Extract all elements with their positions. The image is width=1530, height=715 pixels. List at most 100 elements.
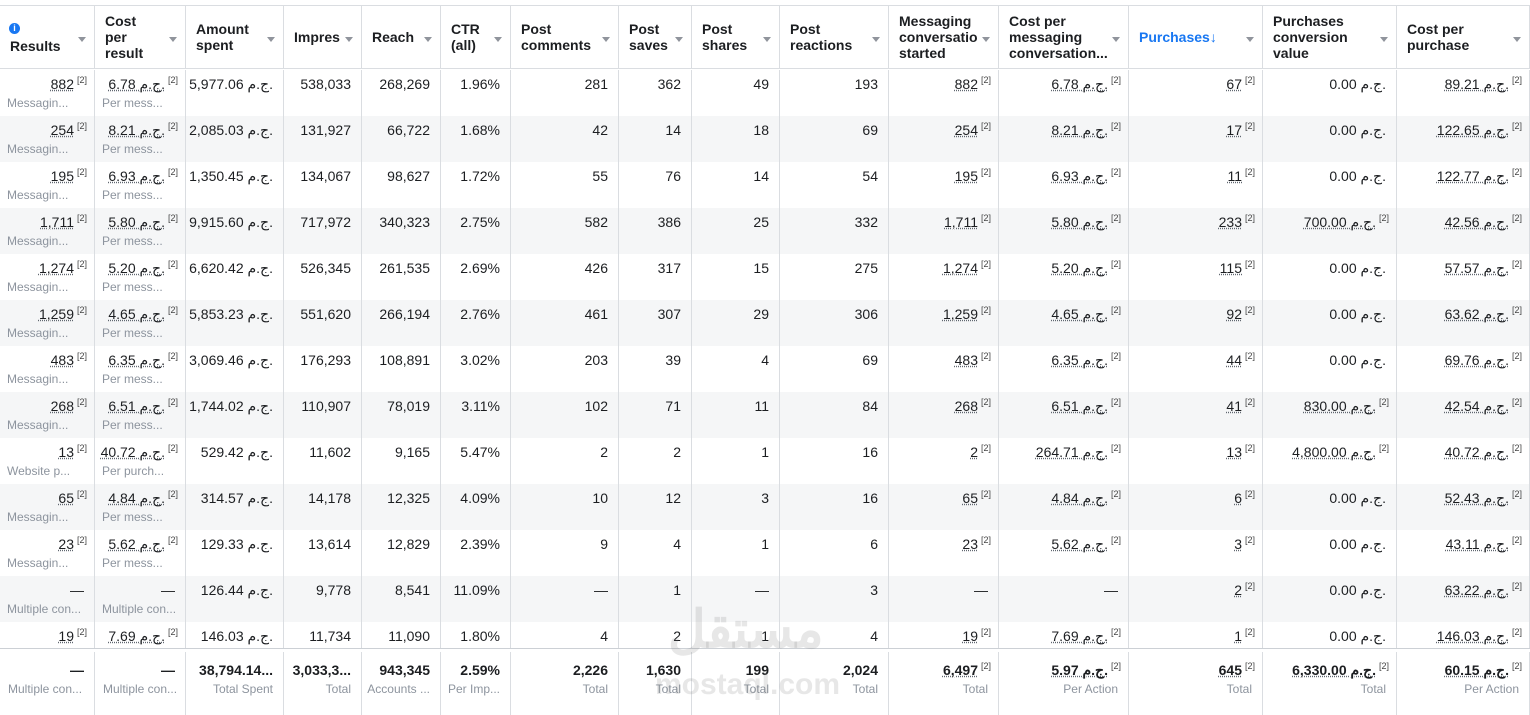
sort-caret[interactable]	[1112, 37, 1120, 42]
sort-caret[interactable]	[424, 37, 432, 42]
cell-value: 146.03 ج.م.	[1436, 628, 1509, 644]
sort-caret[interactable]	[982, 37, 990, 42]
table-cell: 39	[619, 346, 692, 392]
cell-value: 551,620	[300, 306, 351, 322]
table-cell: 193	[780, 70, 889, 116]
table-cell: 195 [2]	[889, 162, 999, 208]
column-header[interactable]: Purchases↓	[1129, 5, 1263, 69]
cell-value: 115	[1219, 260, 1242, 276]
table-cell: 43.11 ج.م. [2]	[1397, 530, 1530, 576]
sort-caret[interactable]	[602, 37, 610, 42]
cell-value: 16	[862, 444, 878, 460]
cell-subtext: Total	[655, 682, 681, 696]
table-cell: 5,977.06 ج.م.	[186, 70, 284, 116]
column-header[interactable]: Cost per messaging conversation...	[999, 5, 1129, 69]
sort-caret[interactable]	[675, 37, 683, 42]
cell-value: 6.93 ج.م.	[108, 168, 165, 184]
cell-value: 2.76%	[460, 306, 500, 322]
footnote-marker: [2]	[980, 121, 991, 131]
sort-caret[interactable]	[1513, 37, 1521, 42]
sort-caret[interactable]	[494, 37, 502, 42]
cell-value: 18	[753, 122, 769, 138]
footnote-marker: [2]	[76, 75, 87, 85]
cell-value: 3,069.46 ج.م.	[189, 352, 273, 368]
table-cell: 4.65 ج.م. [2]	[999, 300, 1129, 346]
table-cell: 129.33 ج.م.	[186, 530, 284, 576]
table-cell: 483 [2]	[889, 346, 999, 392]
column-header[interactable]: Cost per result	[95, 5, 186, 69]
column-header[interactable]: Reach	[362, 5, 441, 69]
cell-value: 40.72 ج.م.	[1444, 444, 1509, 460]
cell-value: 0.00 ج.م.	[1329, 122, 1386, 138]
column-header[interactable]: Post saves	[619, 5, 692, 69]
column-header[interactable]: CTR (all)	[441, 5, 511, 69]
cell-value: 131,927	[300, 122, 351, 138]
cell-value: 23	[58, 536, 74, 552]
table-cell: 340,323	[362, 208, 441, 254]
table-cell: 5.20 ج.م. [2]	[999, 254, 1129, 300]
table-cell: 203	[511, 346, 619, 392]
table-cell: 1,711 [2] Messagin...	[0, 208, 95, 254]
column-header[interactable]: Impres	[284, 5, 362, 69]
table-cell: 122.65 ج.م. [2]	[1397, 116, 1530, 162]
table-cell: 131,927	[284, 116, 362, 162]
cell-value: 122.65 ج.م.	[1436, 122, 1509, 138]
cell-value: 195	[50, 168, 74, 184]
table-cell: 134,067	[284, 162, 362, 208]
footnote-marker: [2]	[167, 305, 178, 315]
sort-caret[interactable]	[78, 37, 86, 42]
table-cell: 317	[619, 254, 692, 300]
cell-value: 8.21 ج.م.	[108, 122, 165, 138]
cell-value: 71	[665, 398, 681, 414]
column-header[interactable]: Purchases conversion value	[1263, 5, 1397, 69]
footnote-marker: [2]	[167, 397, 178, 407]
table-cell: 0.00 ج.م.	[1263, 162, 1397, 208]
table-cell: — Multiple con...	[0, 652, 95, 715]
cell-value: 882	[954, 76, 978, 92]
footnote-marker: [2]	[1511, 75, 1522, 85]
table-cell: 11 [2]	[1129, 162, 1263, 208]
table-cell: 6,620.42 ج.م.	[186, 254, 284, 300]
table-cell: 89.21 ج.م. [2]	[1397, 70, 1530, 116]
table-cell: 76	[619, 162, 692, 208]
cell-subtext: Per Action	[1063, 682, 1118, 696]
table-cell: 115 [2]	[1129, 254, 1263, 300]
sort-caret[interactable]	[872, 37, 880, 42]
cell-value: 6.93 ج.م.	[1051, 168, 1108, 184]
table-cell: 0.00 ج.م.	[1263, 576, 1397, 622]
column-header[interactable]: i Results	[0, 5, 95, 69]
cell-value: 102	[584, 398, 608, 414]
cell-value: 92	[1226, 306, 1242, 322]
table-cell: 1	[619, 576, 692, 622]
cell-value: 3.02%	[460, 352, 500, 368]
sort-caret[interactable]	[1246, 37, 1254, 42]
sort-caret[interactable]	[763, 37, 771, 42]
table-cell: —	[889, 576, 999, 622]
table-cell: 2.76%	[441, 300, 511, 346]
sort-caret[interactable]	[345, 37, 353, 42]
column-header[interactable]: Cost per purchase	[1397, 5, 1530, 69]
sort-caret[interactable]	[267, 37, 275, 42]
cell-value: —	[70, 582, 84, 598]
sort-caret[interactable]	[169, 37, 177, 42]
footnote-marker: [2]	[1511, 213, 1522, 223]
table-cell: 6 [2]	[1129, 484, 1263, 530]
cell-value: 1,259	[942, 306, 978, 322]
cell-subtext: Total	[325, 682, 351, 696]
cell-value: 386	[657, 214, 681, 230]
column-header[interactable]: Post comments	[511, 5, 619, 69]
footnote-marker: [2]	[167, 213, 178, 223]
sort-caret[interactable]	[1380, 37, 1388, 42]
cell-value: 529.42 ج.م.	[200, 444, 273, 460]
cell-value: 3.11%	[461, 398, 500, 414]
column-header[interactable]: Messaging conversatio started	[889, 5, 999, 69]
column-header[interactable]: Amount spent	[186, 5, 284, 69]
table-cell: 5.47%	[441, 438, 511, 484]
column-header[interactable]: Post reactions	[780, 5, 889, 69]
column-header[interactable]: Post shares	[692, 5, 780, 69]
cell-value: 1,744.02 ج.م.	[189, 398, 273, 414]
cell-subtext: Accounts ...	[367, 682, 430, 696]
table-cell: 12,325	[362, 484, 441, 530]
cell-value: 69.76 ج.م.	[1444, 352, 1509, 368]
table-cell: 71	[619, 392, 692, 438]
